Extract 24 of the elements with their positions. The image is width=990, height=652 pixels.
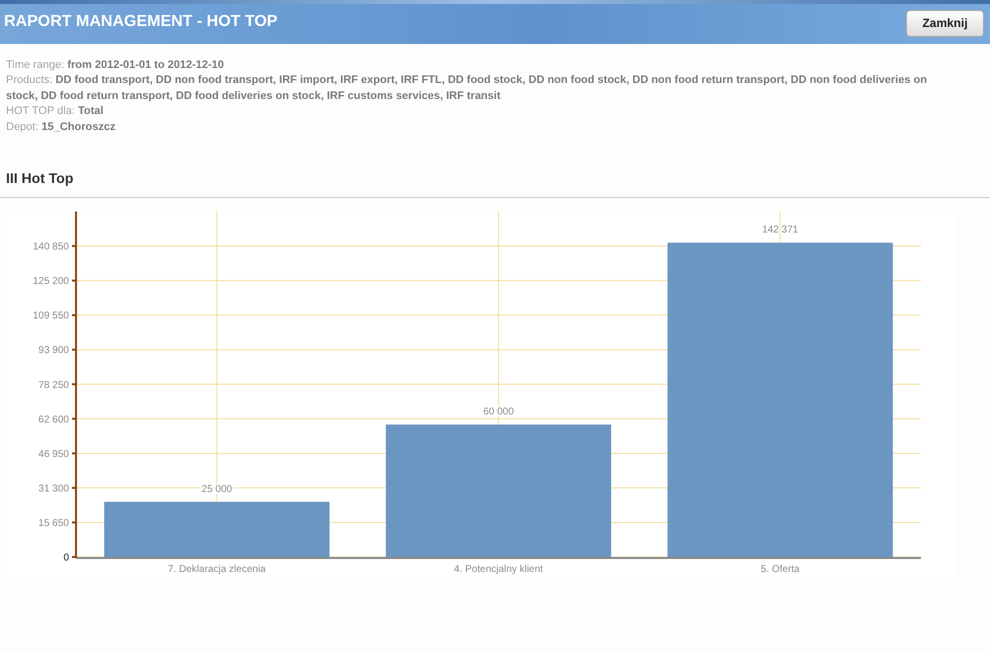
text: Depot: 15_Choroszcz: [6, 120, 116, 133]
data-label: 142 371: [762, 224, 799, 236]
y-tick-label: 46 950: [38, 448, 70, 460]
close-button[interactable]: Zamknij: [906, 10, 984, 37]
x-tick-label: 7. Deklaracja zlecenia: [168, 564, 266, 575]
y-tick-label: 140 850: [32, 242, 70, 253]
x-tick-label: 5. Oferta: [760, 564, 800, 575]
y-tick-label: 109 550: [32, 310, 70, 322]
text: HOT TOP dla: Total: [6, 105, 104, 118]
bar: [386, 424, 612, 557]
y-tick-label: 15 650: [38, 518, 70, 529]
bar: [104, 502, 330, 557]
y-tick-label: 31 300: [38, 483, 70, 494]
text: Time range: from 2012-01-01 to 2012-12-10: [6, 59, 224, 71]
text: Products: DD food transport, DD non food transport, IRF import, IRF export, IRF FTL, DD food stock, DD non food stock, DD non food return transport, DD non food deliveries on stock, DD food return transport, DD food deliveries on stock, IRF customs services, IRF transit: [6, 74, 927, 102]
chart-subtitle: III Hot Top: [6, 170, 74, 186]
y-tick-label: 125 200: [32, 276, 70, 288]
y-tick-label: 78 250: [38, 380, 70, 391]
chart-title: RAPORT MANAGEMENT - HOT TOP: [4, 13, 278, 30]
x-tick-label: 4. Potencjalny klient: [454, 564, 544, 575]
y-tick-label: 62 600: [38, 414, 70, 426]
y-tick-label: 0: [63, 552, 70, 564]
y-tick-label: 93 900: [38, 345, 70, 356]
bar: [668, 242, 893, 557]
